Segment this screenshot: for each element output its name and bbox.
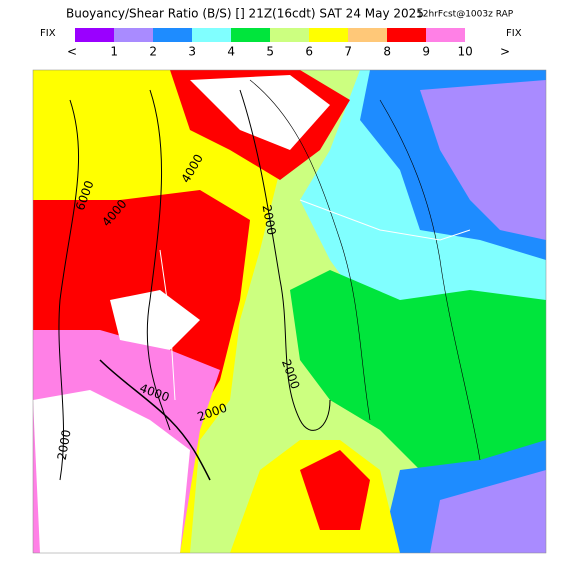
legend-label: 7 [344, 45, 352, 59]
legend-label: > [500, 45, 510, 59]
contour-label: 2000 [260, 204, 279, 237]
legend-label: 10 [458, 45, 473, 59]
legend-label: < [67, 45, 77, 59]
region [290, 270, 546, 480]
legend-label: 1 [110, 45, 118, 59]
legend-label: 5 [266, 45, 274, 59]
map-area: 6000 4000 4000 2000 2000 4000 2000 2000 [32, 69, 547, 554]
legend-swatch [75, 28, 114, 42]
fix-left: FIX [40, 28, 56, 39]
region [430, 470, 546, 553]
color-legend: <1 2 3 4 5 6 7 8 9 10 > [67, 28, 510, 59]
legend-label: 4 [227, 45, 235, 59]
legend-label: 8 [383, 45, 391, 59]
legend-swatch [192, 28, 231, 42]
forecast-label: 12hrFcst@1003z RAP [417, 10, 514, 20]
state-border [299, 199, 471, 241]
legend-swatch [309, 28, 348, 42]
map-frame [32, 69, 547, 554]
legend-label: 6 [305, 45, 313, 59]
legend-swatch [153, 28, 192, 42]
legend-swatch [387, 28, 426, 42]
title: Buoyancy/Shear Ratio (B/S) [] 21Z(16cdt)… [66, 7, 424, 21]
legend-swatch [426, 28, 465, 42]
fix-right: FIX [506, 28, 522, 39]
legend-swatch [348, 28, 387, 42]
legend-label: 2 [149, 45, 157, 59]
legend-swatch [231, 28, 270, 42]
state-border [159, 249, 176, 401]
region [420, 80, 546, 240]
legend-swatch [114, 28, 153, 42]
legend-label: 3 [188, 45, 196, 59]
legend-label: 9 [422, 45, 430, 59]
region [300, 450, 370, 530]
contour-label: 2000 [55, 429, 74, 462]
region [110, 290, 200, 350]
region [33, 390, 190, 553]
contours [58, 79, 481, 481]
legend-swatch [270, 28, 309, 42]
region [190, 75, 330, 150]
